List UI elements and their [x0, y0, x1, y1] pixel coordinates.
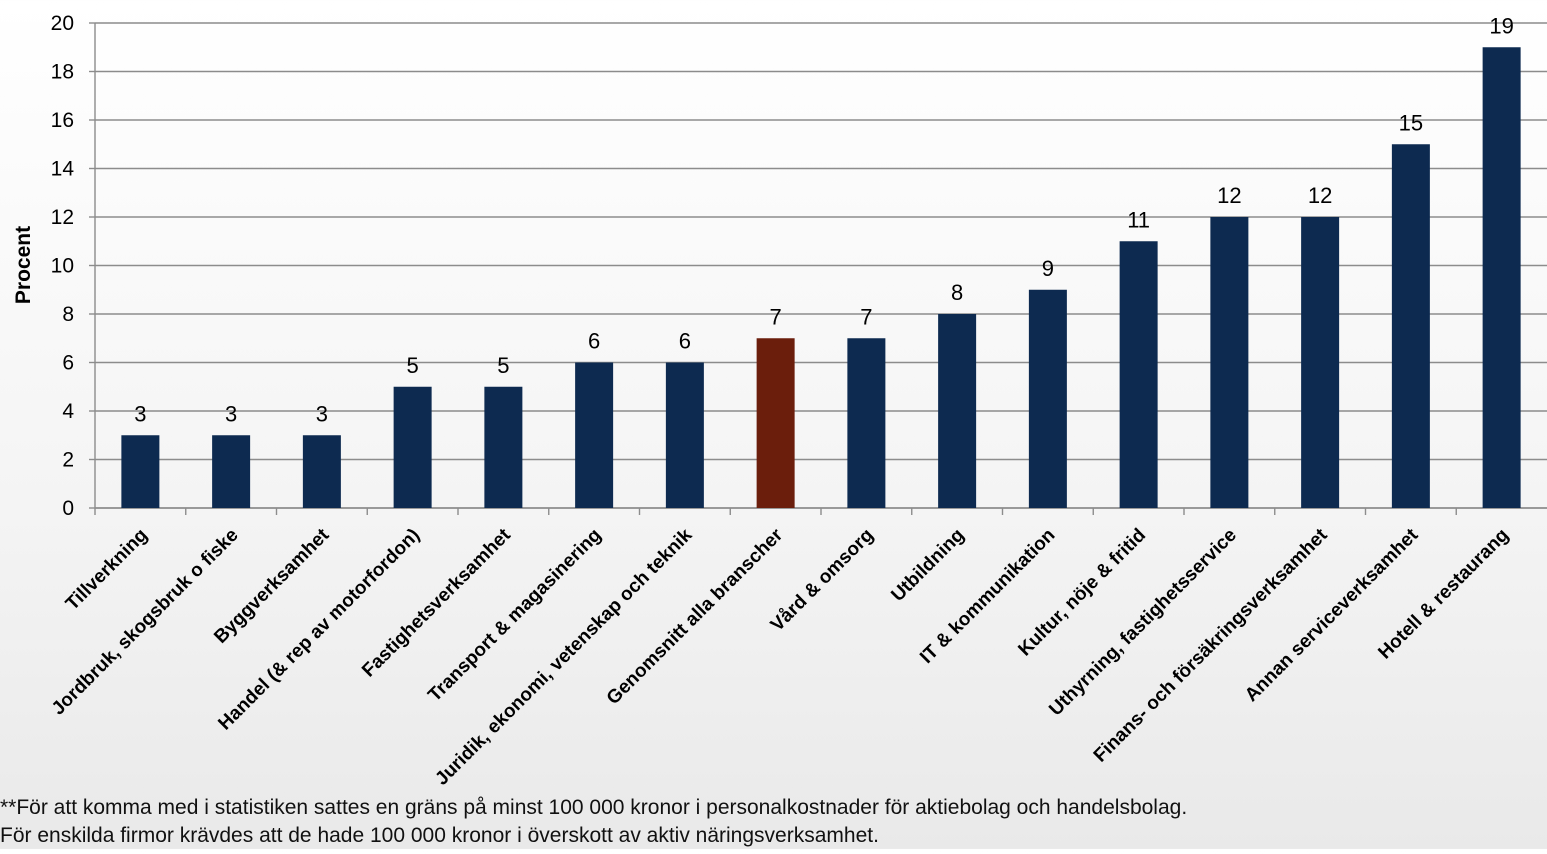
y-tick-label: 14 — [51, 158, 75, 181]
x-tick-label: Tillverkning — [62, 525, 152, 615]
data-label: 12 — [1308, 183, 1332, 208]
bar — [938, 314, 977, 508]
y-tick-label: 8 — [62, 303, 74, 326]
x-tick-label: Annan serviceverksamhet — [1241, 524, 1423, 706]
bar — [1210, 217, 1249, 508]
bars — [121, 47, 1521, 508]
y-tick-label: 2 — [62, 449, 74, 472]
footnote-1: **För att komma med i statistiken sattes… — [0, 796, 1188, 819]
bar — [665, 362, 704, 508]
data-label: 7 — [770, 304, 782, 329]
data-label: 3 — [225, 401, 237, 426]
y-tick-label: 18 — [51, 61, 74, 84]
x-tick-label: Handel (& rep av motorfordon) — [214, 525, 424, 735]
x-tick-label: Transport & magasinering — [424, 525, 605, 706]
data-label: 7 — [860, 304, 872, 329]
bar — [212, 435, 251, 508]
data-label: 6 — [679, 329, 691, 354]
bar — [302, 435, 341, 508]
x-tick-label: Jordbruk, skogsbruk o fiske — [48, 525, 243, 720]
x-tick-label: Genomsnitt alla branscher — [603, 524, 788, 709]
data-label: 9 — [1042, 256, 1054, 281]
bar — [1482, 47, 1521, 508]
bar — [1391, 144, 1430, 508]
data-label: 15 — [1399, 110, 1423, 135]
x-tick-label: Uthyrning, fastighetsservice — [1045, 525, 1241, 721]
bar — [484, 386, 523, 508]
y-tick-label: 20 — [51, 12, 74, 35]
data-label: 12 — [1217, 183, 1241, 208]
bar — [1028, 289, 1067, 508]
y-tick-label: 4 — [62, 400, 74, 423]
y-tick-label: 12 — [51, 206, 74, 229]
bar — [121, 435, 160, 508]
data-label: 19 — [1489, 13, 1513, 38]
y-axis-label: Procent — [12, 226, 35, 304]
bar — [1301, 217, 1340, 508]
bar — [575, 362, 614, 508]
footnote-2: För enskilda firmor krävdes att de hade … — [0, 824, 879, 847]
data-label: 11 — [1127, 207, 1150, 232]
data-label: 3 — [316, 401, 328, 426]
bar — [393, 386, 432, 508]
data-label: 5 — [497, 353, 509, 378]
x-tick-label: Fastighetsverksamhet — [358, 524, 515, 681]
bar — [847, 338, 886, 508]
bar — [1119, 241, 1158, 508]
y-axis-ticks: 0 2 4 6 8 10 12 14 16 18 20 — [51, 12, 75, 520]
y-tick-label: 10 — [51, 255, 74, 278]
y-tick-label: 6 — [62, 352, 74, 375]
y-tick-label: 0 — [62, 497, 74, 520]
x-tick-label: Utbildning — [887, 525, 968, 606]
y-tick-label: 16 — [51, 109, 74, 132]
bar — [756, 338, 795, 508]
data-label: 3 — [134, 401, 146, 426]
data-label: 5 — [407, 353, 419, 378]
data-label: 8 — [951, 280, 963, 305]
data-labels: 3 3 3 5 5 6 6 7 7 8 9 11 12 12 15 19 — [134, 13, 1514, 426]
data-label: 6 — [588, 329, 600, 354]
